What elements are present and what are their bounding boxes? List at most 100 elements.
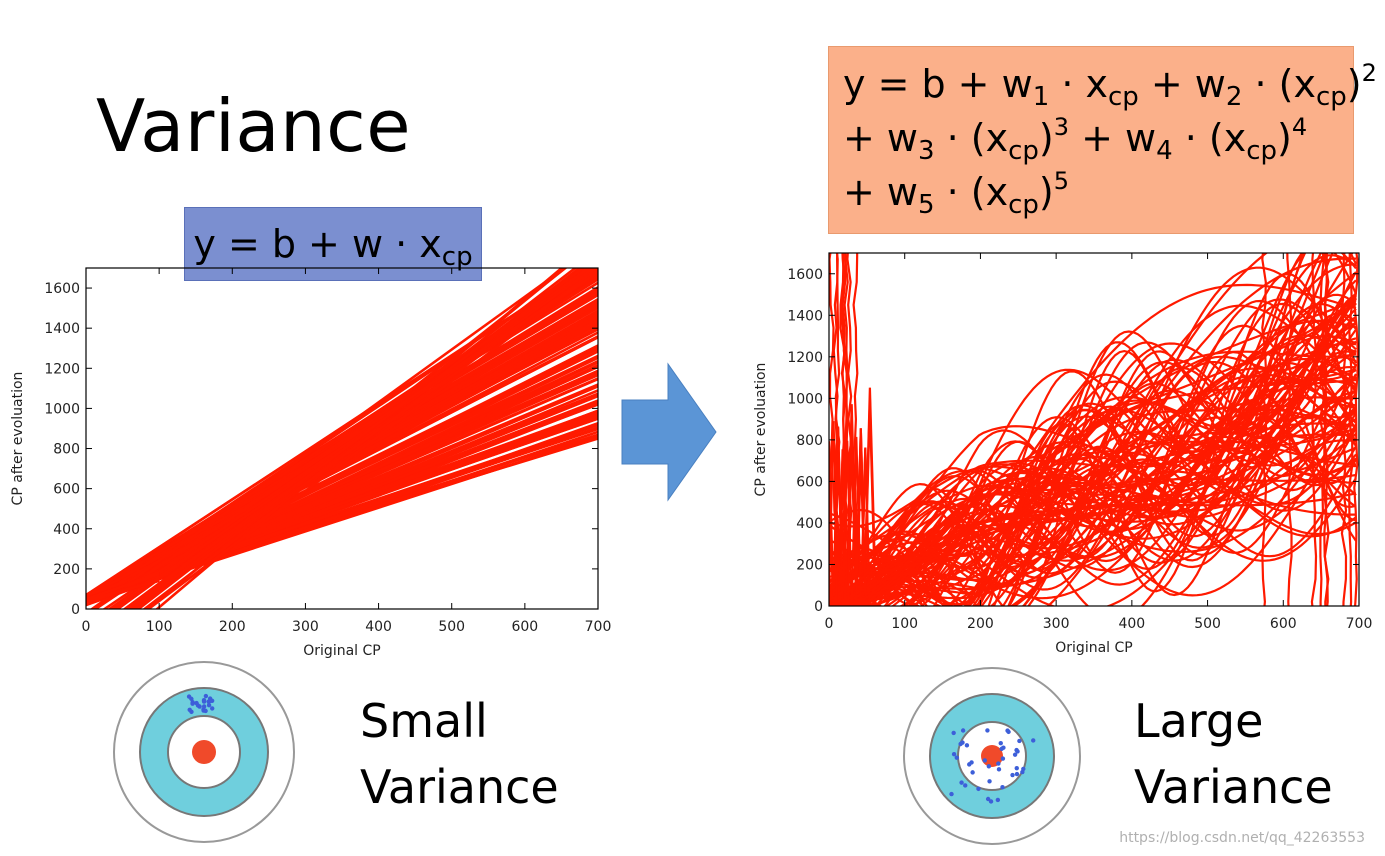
y-tick-label: 600 <box>796 474 823 490</box>
fit-curve <box>829 433 1357 593</box>
fit-line <box>86 572 160 601</box>
polynomial-equation-line-1: y = b + w1 · xcp + w2 · (xcp)2 <box>843 59 1377 112</box>
x-tick-label: 500 <box>438 619 465 635</box>
fit-curve <box>860 405 1357 606</box>
estimate-dot <box>951 730 956 736</box>
y-tick-label: 1600 <box>44 281 80 297</box>
estimate-dot <box>1017 738 1022 744</box>
estimate-dot <box>1014 765 1019 771</box>
x-tick-label: 200 <box>219 619 246 635</box>
fit-curve <box>829 293 1357 578</box>
fit-curve <box>1261 253 1268 606</box>
y-tick-label: 1400 <box>44 321 80 337</box>
estimate-dot <box>964 743 970 748</box>
estimate-dot <box>194 700 199 706</box>
small-variance-label: Small Variance <box>360 688 559 820</box>
fit-curve <box>829 431 1357 560</box>
y-tick-label: 1200 <box>44 361 80 377</box>
y-tick-label: 800 <box>53 442 80 458</box>
estimate-dot <box>1021 766 1026 772</box>
fit-curve <box>829 428 1357 603</box>
fit-curve <box>829 253 835 606</box>
fit-curve <box>1319 253 1326 606</box>
y-tick-label: 1400 <box>787 308 823 324</box>
estimate-dots <box>186 693 215 715</box>
fit-curve <box>1340 253 1348 606</box>
large-label-line2: Variance <box>1134 760 1333 814</box>
estimate-dots <box>949 728 1036 804</box>
estimate-dot <box>1000 784 1005 790</box>
x-tick-label: 100 <box>146 619 173 635</box>
y-tick-label: 1600 <box>787 267 823 283</box>
x-tick-label: 400 <box>365 619 392 635</box>
x-tick-label: 400 <box>1118 616 1145 632</box>
fit-curve <box>829 315 1357 576</box>
estimate-dot <box>201 699 207 704</box>
polynomial-equation-line-2: + w3 · (xcp)3 + w4 · (xcp)4 <box>843 113 1308 166</box>
estimate-dot <box>982 758 988 763</box>
estimate-dot <box>203 693 209 699</box>
fit-line <box>86 345 598 605</box>
large-label-line1: Large <box>1134 694 1264 748</box>
fit-curve <box>829 292 1357 600</box>
fit-curve <box>913 253 1326 606</box>
linear-fit-chart: 0 100 200 300 400 500 600 700 0 200 400 600 800 1000 1… <box>10 267 611 659</box>
y-tick-label: 1200 <box>787 350 823 366</box>
small-variance-target-icon <box>113 661 295 843</box>
y-tick-label: 400 <box>53 522 80 538</box>
plot-area <box>829 253 1359 606</box>
fit-curve <box>829 253 1358 586</box>
right-arrow-icon <box>621 362 717 502</box>
estimate-dot <box>190 701 195 706</box>
estimate-dot <box>949 791 954 797</box>
large-variance-label: Large Variance <box>1134 688 1333 820</box>
estimate-dot <box>1000 756 1006 761</box>
fit-curve <box>829 340 1357 602</box>
estimate-dot <box>1012 752 1018 757</box>
linear-equation-box: y = b + w · xcp <box>184 207 482 281</box>
y-tick-label: 1000 <box>787 391 823 407</box>
fit-line <box>93 271 598 609</box>
plot-area <box>86 268 598 609</box>
estimate-dot <box>203 708 208 714</box>
y-tick-label: 400 <box>796 516 823 532</box>
polynomial-fit-chart: 0 100 200 300 400 500 600 700 0 200 400 600 800 1000 1… <box>753 252 1372 656</box>
plot-frame <box>828 252 1360 607</box>
estimate-dot <box>996 761 1001 766</box>
estimate-dot <box>1014 771 1020 777</box>
fit-curve <box>1286 253 1293 606</box>
fit-curve <box>842 253 849 606</box>
fit-curve <box>873 416 1357 606</box>
estimate-dot <box>988 799 994 804</box>
fit-line <box>89 268 567 609</box>
fit-curve <box>832 253 839 606</box>
estimate-dot <box>187 707 192 712</box>
fit-curve <box>829 406 1357 606</box>
estimate-dot <box>1015 749 1020 754</box>
estimate-dot <box>976 786 981 792</box>
estimate-dot <box>999 746 1004 752</box>
fit-curve <box>975 378 1357 606</box>
y-tick-label: 800 <box>796 433 823 449</box>
x-axis-label: Original CP <box>1055 640 1132 656</box>
y-axis-label: CP after evoluation <box>10 372 26 506</box>
fit-line <box>86 318 598 602</box>
x-tick-label: 200 <box>967 616 994 632</box>
y-tick-label: 0 <box>814 599 823 615</box>
estimate-dot <box>1010 772 1015 778</box>
x-tick-label: 600 <box>511 619 538 635</box>
fit-curve <box>1347 253 1354 606</box>
fit-curve <box>1310 253 1318 606</box>
slide-title: Variance <box>96 84 412 168</box>
large-variance-target-icon <box>903 667 1081 845</box>
fit-curve <box>829 438 1357 606</box>
fit-line <box>130 268 585 609</box>
estimate-dot <box>960 740 965 745</box>
x-axis-label: Original CP <box>303 643 380 659</box>
polynomial-equation-line-3: + w5 · (xcp)5 <box>843 167 1070 220</box>
y-tick-label: 600 <box>53 482 80 498</box>
polynomial-equation-box: y = b + w1 · xcp + w2 · (xcp)2 + w3 · (x… <box>828 46 1377 234</box>
fit-curve <box>829 272 1358 606</box>
estimate-dot <box>201 704 207 709</box>
x-tick-label: 600 <box>1270 616 1297 632</box>
